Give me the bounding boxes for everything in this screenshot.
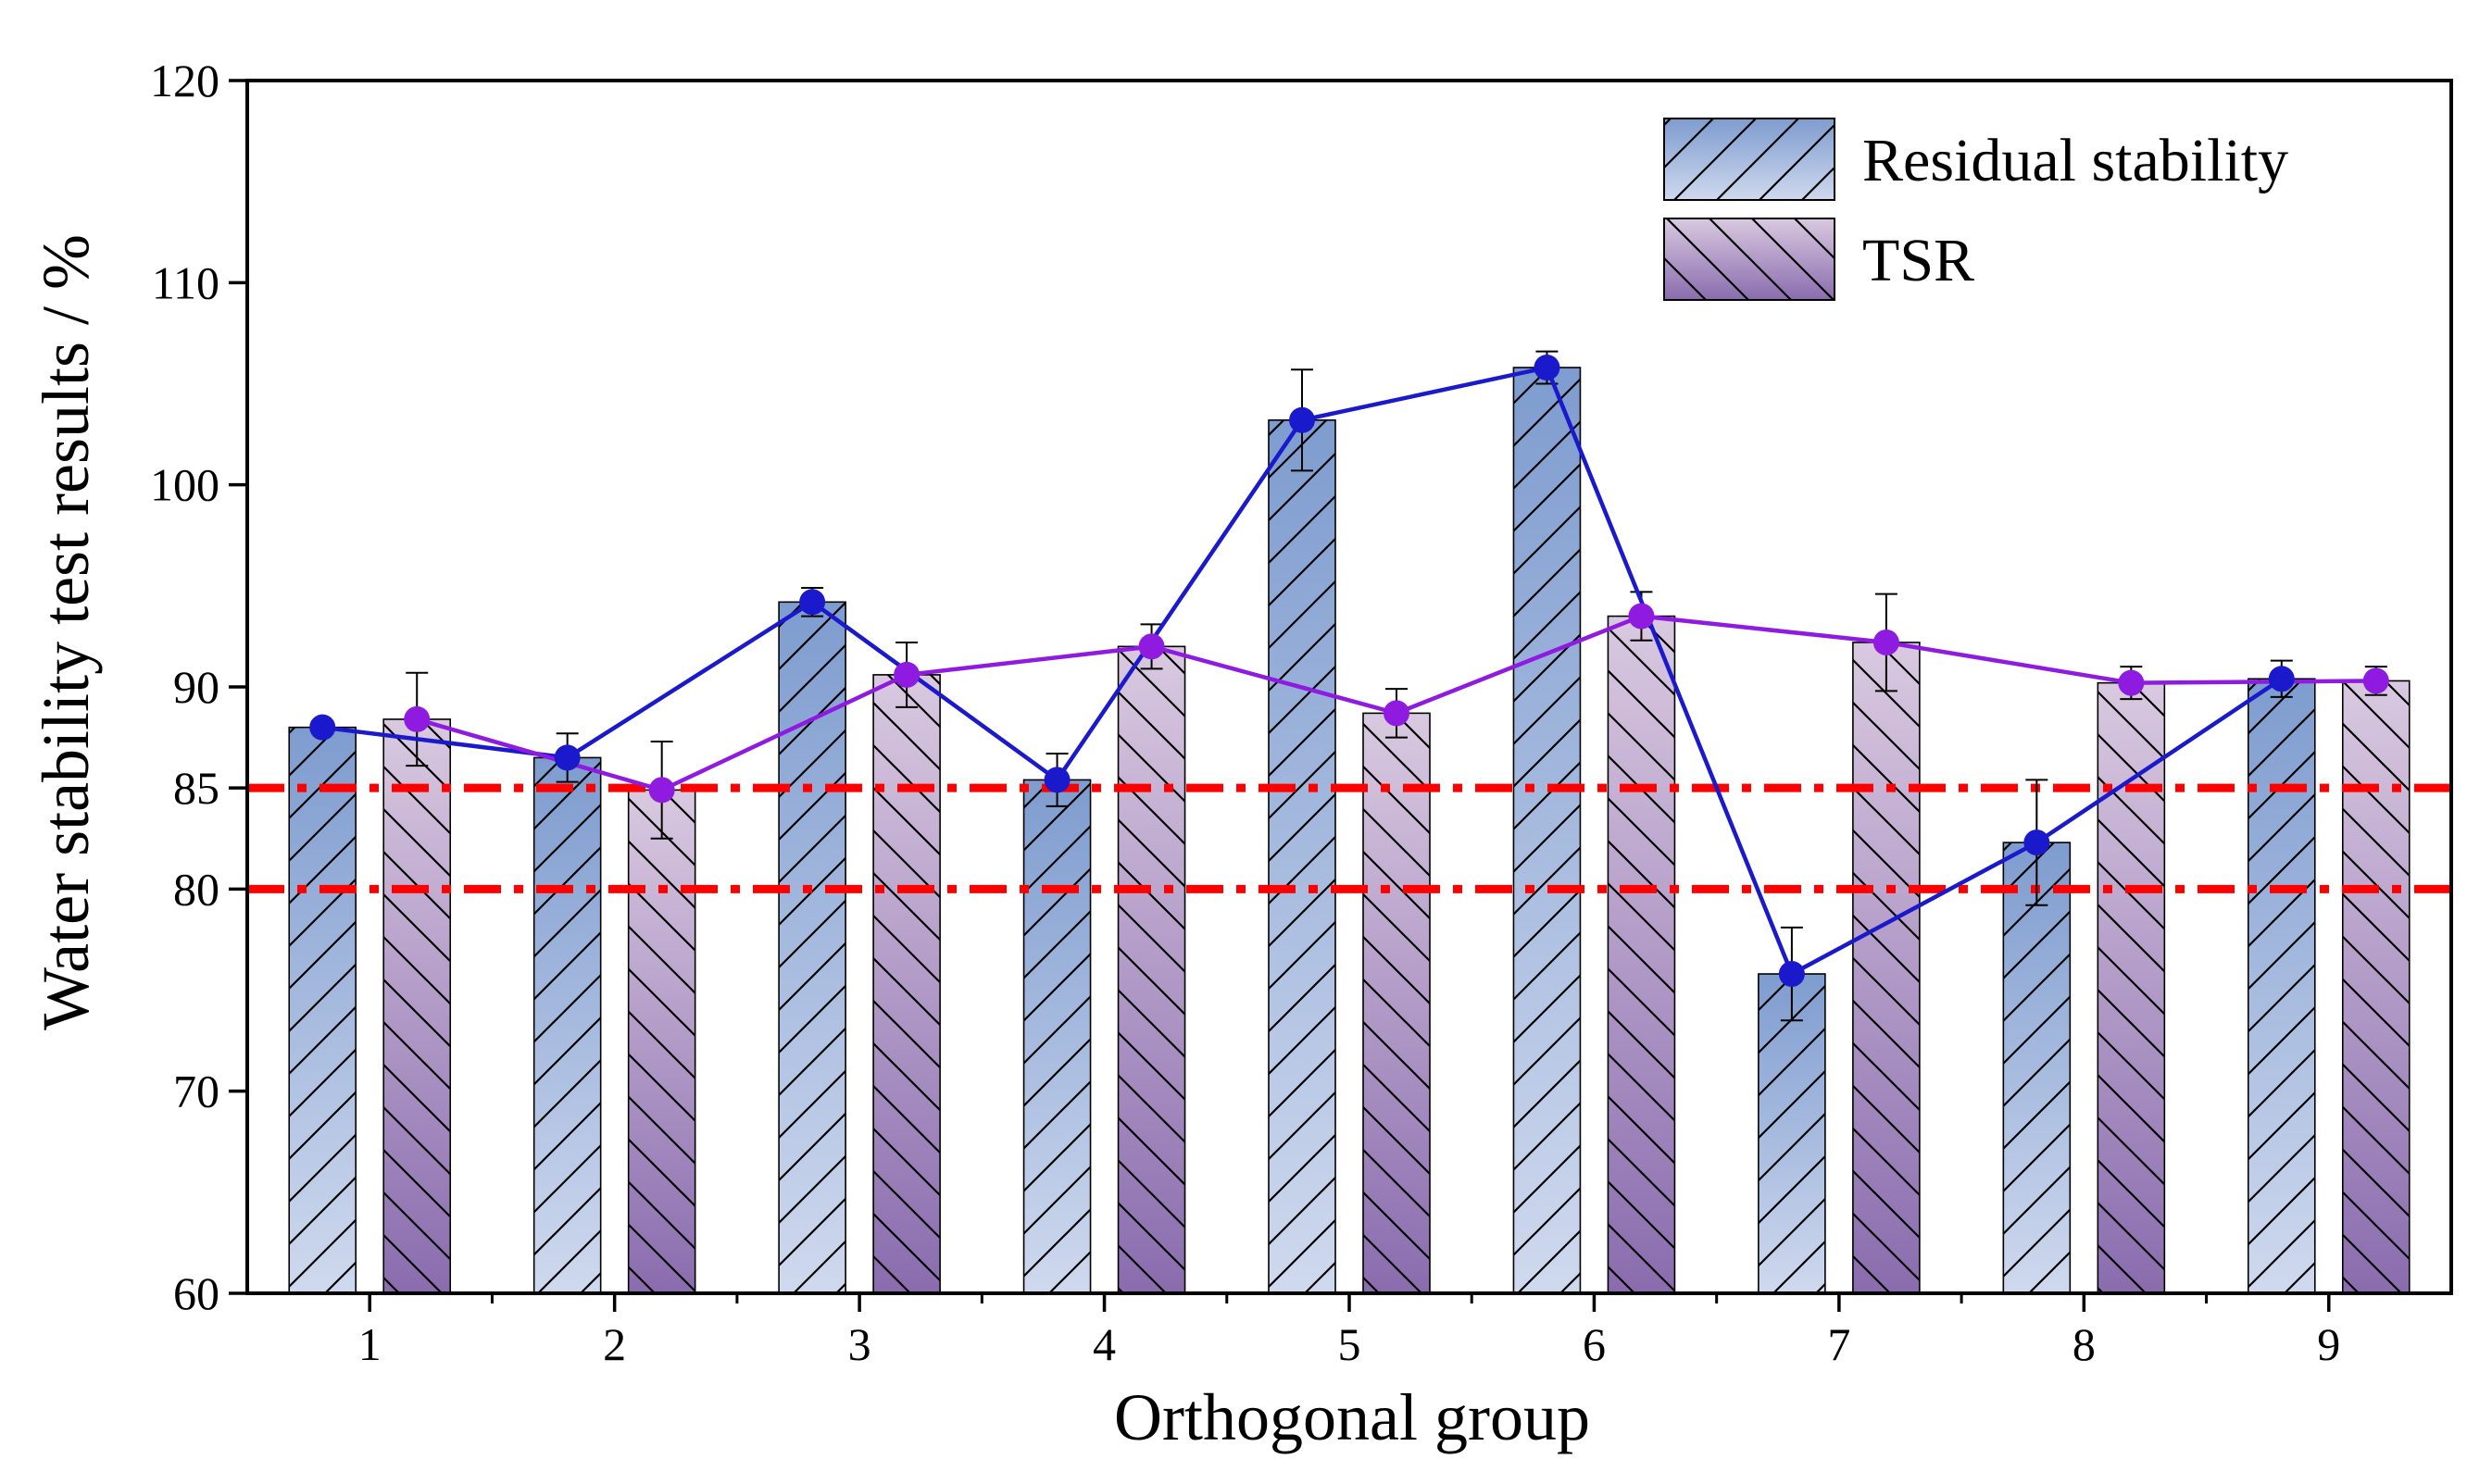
- legend-label: TSR: [1862, 227, 1974, 294]
- point-residual-5: [1289, 406, 1315, 433]
- x-tick-label-7: 7: [1827, 1318, 1850, 1370]
- bar-hatch-tsr-7: [1852, 642, 1921, 1294]
- y-tick-label-100: 100: [150, 459, 219, 511]
- plot-background: [247, 81, 2451, 1293]
- bar-hatch-tsr-1: [382, 718, 452, 1294]
- legend-item-residual: Residual stability: [1663, 118, 2288, 201]
- bar-hatch-tsr-4: [1117, 645, 1186, 1294]
- bar-hatch-tsr-8: [2097, 681, 2166, 1294]
- y-tick-label-80: 80: [173, 863, 219, 915]
- x-tick-label-1: 1: [358, 1318, 382, 1370]
- point-tsr-4: [1138, 633, 1165, 660]
- x-axis-title: Orthogonal group: [1114, 1380, 1590, 1454]
- point-tsr-6: [1628, 603, 1655, 630]
- bar-hatch-residual-5: [1268, 418, 1336, 1294]
- x-tick-label-9: 9: [2317, 1318, 2340, 1370]
- point-residual-2: [554, 744, 581, 771]
- point-residual-8: [2023, 829, 2050, 856]
- plot-area: [247, 81, 2451, 1293]
- bar-hatch-tsr-2: [627, 789, 696, 1294]
- point-tsr-9: [2362, 667, 2389, 694]
- point-tsr-7: [1872, 629, 1899, 655]
- point-residual-4: [1044, 767, 1071, 793]
- point-tsr-8: [2118, 669, 2145, 696]
- bars: [288, 367, 2411, 1294]
- point-tsr-2: [648, 777, 675, 804]
- y-tick-label-60: 60: [173, 1267, 219, 1319]
- point-tsr-1: [404, 705, 431, 732]
- x-tick-label-8: 8: [2072, 1318, 2096, 1370]
- bar-hatch-residual-9: [2247, 678, 2316, 1294]
- bar-hatch-residual-2: [532, 756, 602, 1294]
- reference-lines: [247, 783, 2451, 893]
- bar-hatch-residual-3: [778, 601, 846, 1294]
- bar-hatch-residual-1: [288, 726, 357, 1294]
- bar-hatch-residual-7: [1758, 973, 1826, 1294]
- x-tick-label-6: 6: [1583, 1318, 1606, 1370]
- legend-swatch-hatch: [1663, 218, 1835, 301]
- axes: 60 70 80 85 90 100 110 120 1 2 3 4 5 6 7 8 9: [150, 55, 2453, 1370]
- bar-hatch-tsr-5: [1362, 712, 1431, 1294]
- legend: Residual stability TSR: [1663, 118, 2288, 301]
- point-residual-3: [799, 589, 826, 616]
- y-tick-label-85: 85: [173, 762, 219, 814]
- x-tick-label-2: 2: [603, 1318, 626, 1370]
- bar-hatch-residual-6: [1512, 367, 1582, 1294]
- bar-hatch-residual-8: [2002, 842, 2072, 1294]
- point-tsr-3: [894, 661, 920, 688]
- x-tick-label-5: 5: [1338, 1318, 1361, 1370]
- x-tick-label-3: 3: [848, 1318, 871, 1370]
- point-residual-9: [2268, 666, 2295, 692]
- bar-hatch-tsr-3: [872, 674, 941, 1294]
- y-tick-label-120: 120: [150, 55, 219, 106]
- legend-item-tsr: TSR: [1663, 218, 1974, 301]
- bar-hatch-residual-4: [1022, 779, 1092, 1294]
- bar-hatch-tsr-9: [2341, 680, 2411, 1294]
- y-tick-label-70: 70: [173, 1066, 219, 1117]
- legend-swatch-hatch: [1663, 118, 1835, 201]
- point-residual-7: [1778, 961, 1805, 988]
- series-points: [309, 355, 2389, 988]
- bar-hatch-tsr-6: [1607, 615, 1676, 1294]
- x-tick-label-4: 4: [1093, 1318, 1116, 1370]
- point-residual-1: [309, 714, 336, 741]
- point-tsr-5: [1384, 700, 1409, 727]
- point-residual-6: [1534, 355, 1560, 381]
- y-tick-label-90: 90: [173, 661, 219, 713]
- legend-label: Residual stability: [1862, 127, 2288, 194]
- y-axis-title: Water stability test results / %: [29, 234, 103, 1030]
- y-tick-label-110: 110: [152, 256, 219, 308]
